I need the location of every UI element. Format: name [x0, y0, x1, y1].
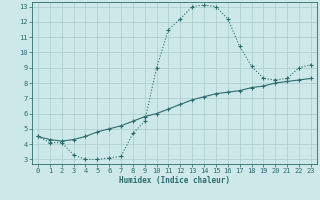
X-axis label: Humidex (Indice chaleur): Humidex (Indice chaleur): [119, 176, 230, 185]
